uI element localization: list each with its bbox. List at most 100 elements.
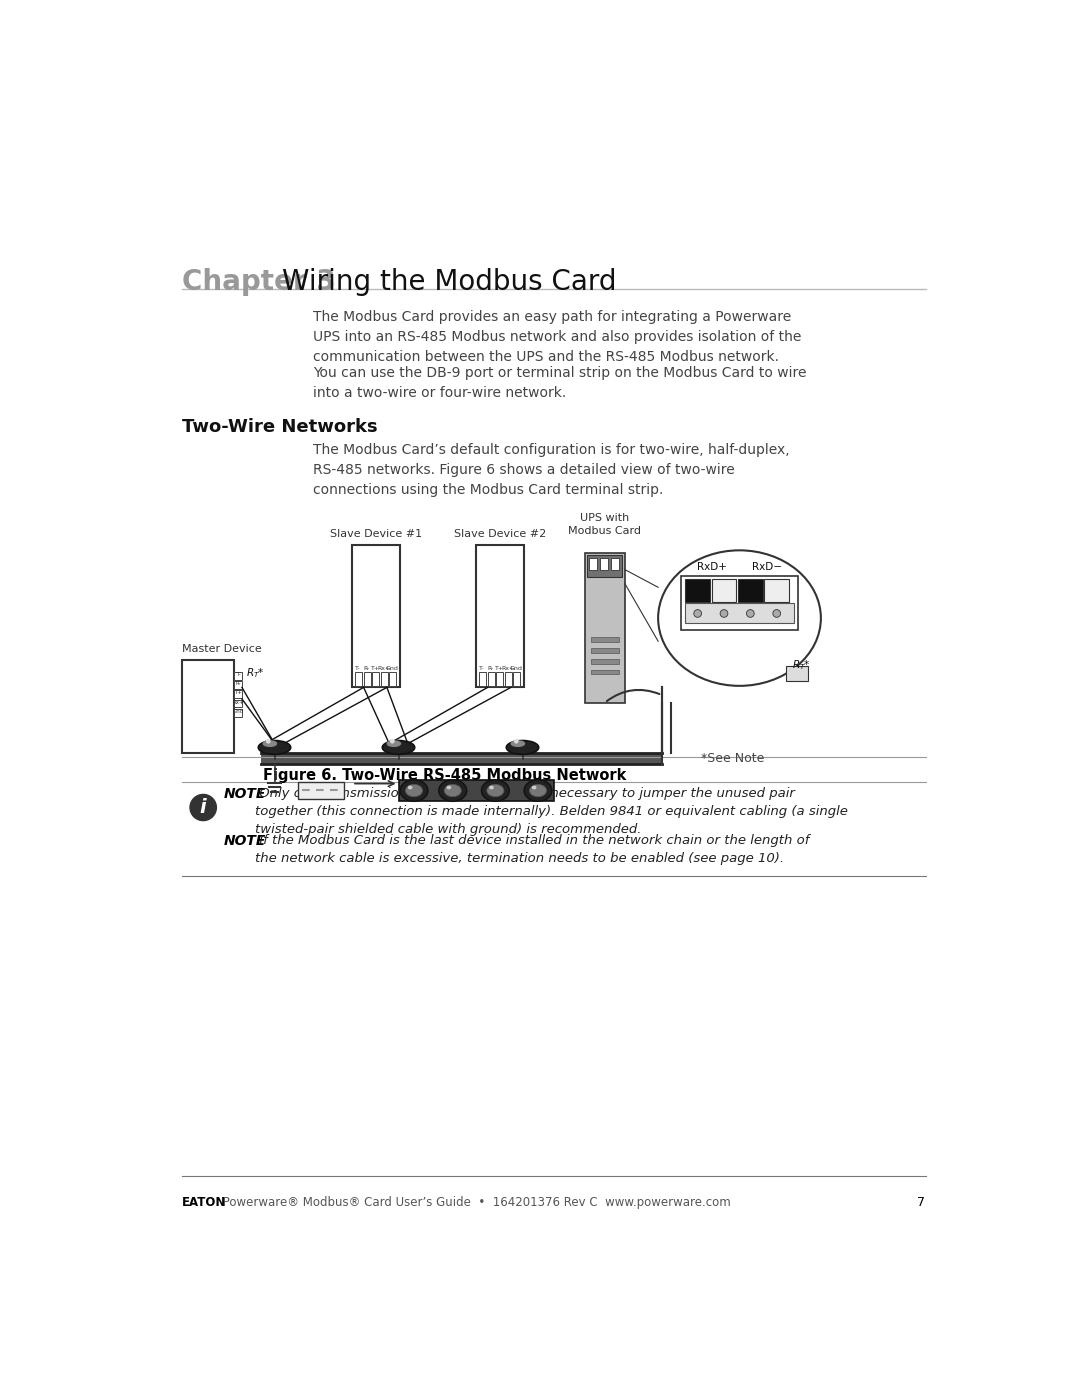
Text: T-: T- [355,666,361,672]
Bar [380,672,388,686]
Text: $R_T$*: $R_T$* [246,666,265,680]
Text: NOTE: NOTE [225,788,267,802]
Bar [591,648,619,652]
Bar [234,708,242,717]
Ellipse shape [524,780,552,802]
Ellipse shape [400,780,428,802]
Text: Chapter 3: Chapter 3 [181,268,335,296]
Circle shape [190,795,216,820]
Text: Slave Device #2: Slave Device #2 [454,529,546,539]
Bar [786,666,808,682]
Bar [399,780,554,802]
Bar [591,669,619,675]
Text: If the Modbus Card is the last device installed in the network chain or the leng: If the Modbus Card is the last device in… [255,834,810,865]
Text: T-: T- [480,666,485,672]
Bar [681,576,798,630]
Bar [364,672,370,686]
Ellipse shape [529,784,546,796]
Bar [513,672,521,686]
Bar [591,637,619,643]
Circle shape [514,739,518,743]
Text: R-: R- [487,666,494,672]
Text: Figure 6. Two-Wire RS-485 Modbus Network: Figure 6. Two-Wire RS-485 Modbus Network [264,768,626,784]
Bar [685,604,794,623]
Text: Gnd: Gnd [232,708,244,714]
Ellipse shape [262,740,278,747]
Circle shape [746,609,754,617]
Bar [389,672,396,686]
Ellipse shape [658,550,821,686]
Text: Master Device: Master Device [181,644,261,654]
Text: T+: T+ [234,690,242,696]
Text: You can use the DB-9 port or terminal strip on the Modbus Card to wire
into a tw: You can use the DB-9 port or terminal st… [313,366,807,401]
Bar [476,545,524,687]
Text: T-: T- [235,672,241,676]
Bar [298,782,345,799]
Text: The Modbus Card’s default configuration is for two-wire, half-duplex,
RS-485 net: The Modbus Card’s default configuration … [313,443,789,497]
Ellipse shape [446,785,451,789]
Bar [590,557,597,570]
Text: Powerware® Modbus® Card User’s Guide  •  164201376 Rev C  www.powerware.com: Powerware® Modbus® Card User’s Guide • 1… [218,1196,730,1210]
Bar [181,661,234,753]
Bar [355,672,362,686]
Circle shape [773,609,781,617]
Ellipse shape [482,780,510,802]
Bar [738,578,762,602]
Bar [260,753,662,764]
Text: $R_T$*: $R_T$* [793,658,811,672]
Text: Two-Wire Networks: Two-Wire Networks [181,418,377,436]
Text: T+: T+ [495,666,503,672]
Text: *See Note: *See Note [701,752,765,764]
Ellipse shape [489,785,494,789]
Bar [234,690,242,698]
Text: R-: R- [235,682,241,686]
Text: Rx+: Rx+ [501,666,514,672]
Bar [488,672,495,686]
Text: R-: R- [364,666,369,672]
Text: Gnd: Gnd [510,666,523,672]
Bar [712,578,737,602]
Bar [591,659,619,664]
Text: i: i [200,798,206,817]
Text: Wiring the Modbus Card: Wiring the Modbus Card [282,268,617,296]
Text: T+: T+ [370,666,380,672]
Bar [234,672,242,680]
Bar [600,557,608,570]
Ellipse shape [511,740,525,747]
Bar [685,578,710,602]
Bar [584,553,625,703]
Circle shape [390,739,394,743]
Circle shape [693,609,702,617]
Bar [234,700,242,707]
Text: Rx+: Rx+ [232,700,244,704]
Bar [234,682,242,689]
Bar [611,557,619,570]
Text: NOTE: NOTE [225,834,267,848]
Text: Only one transmission pair is used. It is not necessary to jumper the unused pai: Only one transmission pair is used. It i… [255,788,848,837]
Circle shape [266,739,271,743]
Text: Slave Device #1: Slave Device #1 [330,529,422,539]
Text: RxD+: RxD+ [698,562,727,571]
Ellipse shape [531,785,537,789]
Circle shape [720,609,728,617]
Text: RxD−: RxD− [752,562,782,571]
Bar [496,672,503,686]
Text: The Modbus Card provides an easy path for integrating a Powerware
UPS into an RS: The Modbus Card provides an easy path fo… [313,310,801,365]
Text: EATON: EATON [181,1196,226,1210]
Text: 7: 7 [918,1196,926,1210]
Ellipse shape [507,740,539,754]
Ellipse shape [382,740,415,754]
Ellipse shape [258,740,291,754]
Bar [765,578,789,602]
Ellipse shape [405,784,422,796]
Text: Rx+: Rx+ [377,666,390,672]
Bar [373,672,379,686]
Text: Gnd: Gnd [386,666,399,672]
Bar [480,672,486,686]
Ellipse shape [487,784,504,796]
Ellipse shape [408,785,413,789]
Ellipse shape [438,780,467,802]
Ellipse shape [387,740,401,747]
Bar [352,545,400,687]
Text: UPS with
Modbus Card: UPS with Modbus Card [568,513,642,535]
